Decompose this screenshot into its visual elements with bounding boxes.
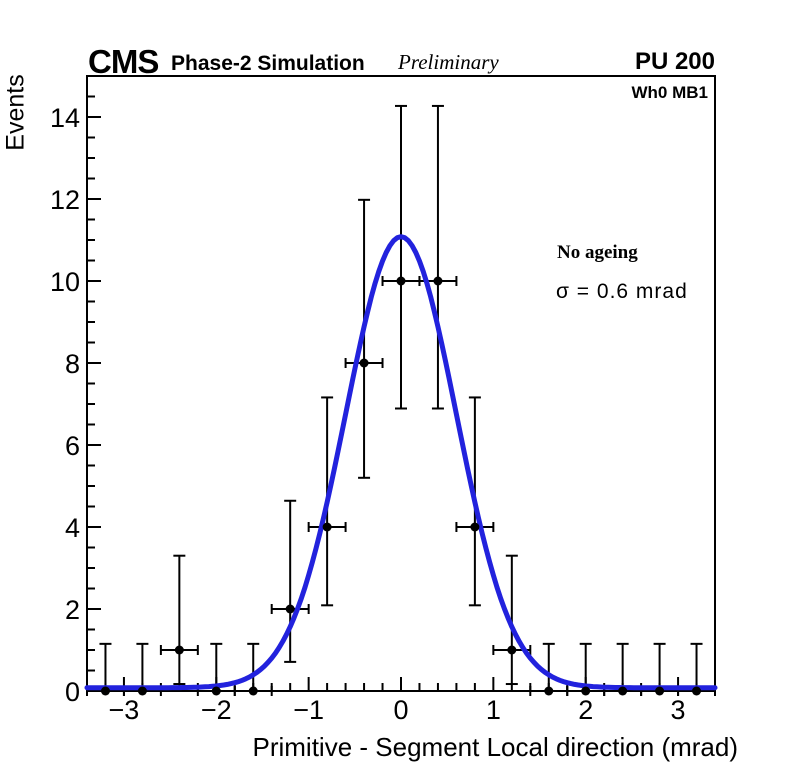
svg-text:6: 6: [65, 431, 80, 461]
sigma-value-label: σ = 0.6 mrad: [556, 280, 688, 303]
svg-text:4: 4: [65, 513, 80, 543]
svg-text:0: 0: [65, 677, 80, 707]
svg-text:0: 0: [393, 695, 408, 725]
fit-curve: [84, 234, 718, 691]
x-axis-title: Primitive - Segment Local direction (mra…: [252, 732, 739, 762]
data-markers: [100, 276, 702, 696]
svg-text:1: 1: [486, 695, 501, 725]
pileup-label: PU 200: [634, 48, 715, 75]
svg-text:10: 10: [50, 267, 80, 297]
cms-logo-label: CMS: [88, 43, 159, 80]
error-bars: [86, 104, 716, 696]
svg-text:−1: −1: [293, 695, 324, 725]
y-tick-labels: 0 2 4 6 8 10 12 14: [50, 103, 80, 707]
svg-text:12: 12: [50, 185, 80, 215]
svg-text:2: 2: [578, 695, 593, 725]
phase2-simulation-label: Phase-2 Simulation: [171, 52, 365, 75]
x-tick-labels: −3 −2 −1 0 1 2 3: [109, 695, 686, 725]
y-axis-ticks: [87, 95, 101, 692]
svg-text:−2: −2: [201, 695, 232, 725]
svg-text:8: 8: [65, 349, 80, 379]
svg-text:3: 3: [671, 695, 686, 725]
y-axis-title: Events: [1, 74, 30, 151]
svg-text:14: 14: [50, 103, 80, 133]
preliminary-label: Preliminary: [398, 50, 499, 74]
station-label: Wh0 MB1: [631, 83, 709, 102]
ageing-label: No ageing: [557, 242, 638, 263]
svg-text:2: 2: [65, 595, 80, 625]
svg-text:−3: −3: [109, 695, 140, 725]
